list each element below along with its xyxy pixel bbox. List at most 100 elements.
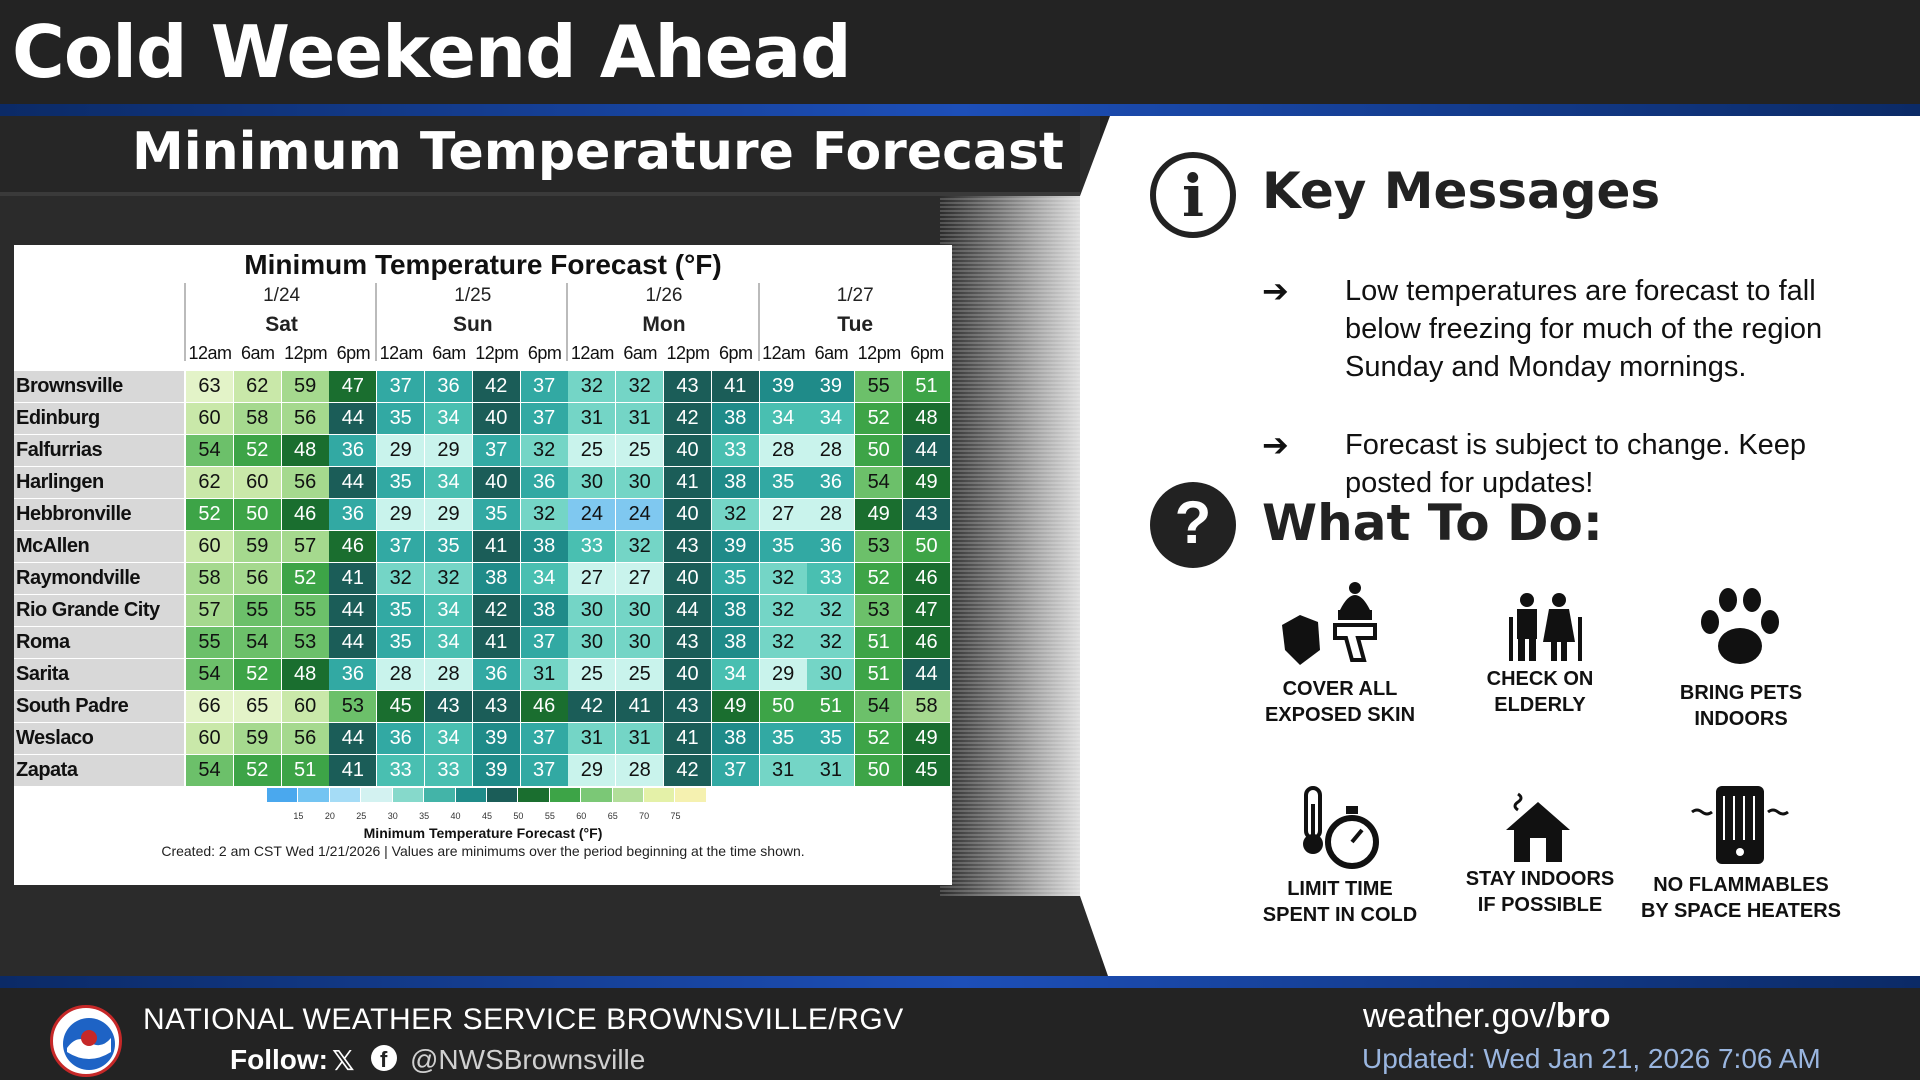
temperature-cell: 35 xyxy=(759,467,807,498)
temperature-cell: 65 xyxy=(233,691,281,722)
temperature-cell: 52 xyxy=(233,659,281,690)
temperature-cell: 60 xyxy=(186,531,233,562)
legend-swatch xyxy=(612,788,645,802)
temperature-cell: 34 xyxy=(807,403,855,434)
temperature-cell: 29 xyxy=(425,499,472,530)
temperature-cell: 35 xyxy=(377,595,425,626)
day-divider xyxy=(566,283,569,361)
arrow-icon: ➔ xyxy=(1262,273,1289,309)
temperature-cell: 29 xyxy=(377,499,425,530)
temperature-cell: 29 xyxy=(568,755,616,786)
dither-fade xyxy=(940,196,1080,896)
temperature-cell: 63 xyxy=(186,371,233,402)
temperature-cell: 35 xyxy=(759,723,807,754)
temperature-cell: 34 xyxy=(759,403,807,434)
temperature-cell: 40 xyxy=(664,435,711,466)
city-label: Falfurrias xyxy=(14,435,184,466)
temperature-cell: 52 xyxy=(233,755,281,786)
temperature-cell: 24 xyxy=(568,499,616,530)
temperature-cell: 50 xyxy=(759,691,807,722)
temperature-cell: 32 xyxy=(520,499,568,530)
legend-swatch xyxy=(518,788,550,802)
paw-print-icon xyxy=(1701,588,1779,664)
temperature-cell: 57 xyxy=(186,595,233,626)
social-handle[interactable]: @NWSBrownsville xyxy=(410,1044,646,1075)
temperature-cell: 32 xyxy=(425,563,472,594)
temperature-cell: 41 xyxy=(711,371,759,402)
day-divider xyxy=(375,283,378,361)
temperature-cell: 35 xyxy=(711,563,759,594)
temperature-cell: 34 xyxy=(425,403,472,434)
temperature-cell: 25 xyxy=(616,435,664,466)
temperature-cell: 50 xyxy=(855,755,903,786)
temperature-cell: 41 xyxy=(472,531,520,562)
temperature-cell: 32 xyxy=(616,371,664,402)
temperature-cell: 44 xyxy=(903,435,950,466)
temperature-cell: 38 xyxy=(520,531,568,562)
temperature-cell: 58 xyxy=(903,691,950,722)
space-heater-icon xyxy=(1691,786,1789,864)
temperature-cell: 38 xyxy=(520,595,568,626)
temperature-cell: 33 xyxy=(425,755,472,786)
temperature-cell: 24 xyxy=(616,499,664,530)
subtitle-bar xyxy=(0,116,1080,192)
website-link[interactable]: weather.gov/bro xyxy=(1363,997,1611,1035)
legend-tick: 50 xyxy=(513,811,524,821)
temperature-cell: 52 xyxy=(855,723,903,754)
temperature-cell: 60 xyxy=(186,723,233,754)
temperature-cell: 35 xyxy=(425,531,472,562)
time-header: 6am xyxy=(814,343,849,363)
temperature-cell: 31 xyxy=(568,723,616,754)
city-label: Roma xyxy=(14,627,184,658)
city-label: Brownsville xyxy=(14,371,184,402)
temperature-cell: 38 xyxy=(472,563,520,594)
temperature-cell: 50 xyxy=(855,435,903,466)
city-label: Hebbronville xyxy=(14,499,184,530)
temperature-cell: 41 xyxy=(472,627,520,658)
temperature-cell: 42 xyxy=(664,403,711,434)
temperature-cell: 34 xyxy=(425,595,472,626)
legend-tick: 15 xyxy=(293,811,304,821)
temperature-cell: 44 xyxy=(903,659,950,690)
time-header: 12pm xyxy=(475,343,519,363)
city-label: Rio Grande City xyxy=(14,595,184,626)
temperature-cell: 36 xyxy=(329,435,377,466)
temperature-cell: 37 xyxy=(377,531,425,562)
temperature-cell: 44 xyxy=(329,467,377,498)
temperature-cell: 40 xyxy=(472,403,520,434)
temperature-cell: 44 xyxy=(329,403,377,434)
table-title: Minimum Temperature Forecast (°F) xyxy=(244,249,722,280)
temperature-cell: 56 xyxy=(281,403,329,434)
temperature-cell: 53 xyxy=(855,595,903,626)
temperature-cell: 32 xyxy=(807,595,855,626)
temperature-cell: 49 xyxy=(855,499,903,530)
temperature-cell: 50 xyxy=(903,531,950,562)
color-legend xyxy=(267,788,707,802)
date-header: 1/24 xyxy=(263,285,301,306)
temperature-cell: 25 xyxy=(568,435,616,466)
temperature-cell: 62 xyxy=(186,467,233,498)
city-label: Sarita xyxy=(14,659,184,690)
temperature-cell: 32 xyxy=(759,627,807,658)
temperature-cell: 41 xyxy=(329,563,377,594)
time-header: 6pm xyxy=(336,343,371,363)
temperature-cell: 27 xyxy=(568,563,616,594)
temperature-cell: 51 xyxy=(855,659,903,690)
temperature-cell: 46 xyxy=(903,563,950,594)
section-subtitle: Minimum Temperature Forecast xyxy=(132,122,1064,182)
temperature-cell: 44 xyxy=(329,595,377,626)
date-header: 1/26 xyxy=(645,285,683,306)
temperature-cell: 41 xyxy=(664,723,711,754)
temperature-cell: 48 xyxy=(281,435,329,466)
temperature-cell: 28 xyxy=(425,659,472,690)
temperature-cell: 35 xyxy=(377,627,425,658)
temperature-cell: 47 xyxy=(329,371,377,402)
legend-tick: 25 xyxy=(356,811,367,821)
x-social-icon[interactable]: 𝕏 xyxy=(332,1045,355,1076)
temperature-cell: 37 xyxy=(520,755,568,786)
temperature-cell: 39 xyxy=(807,371,855,402)
temperature-cell: 45 xyxy=(903,755,950,786)
facebook-icon[interactable]: f xyxy=(370,1044,400,1074)
time-header: 12am xyxy=(762,343,806,363)
temperature-cell: 44 xyxy=(664,595,711,626)
